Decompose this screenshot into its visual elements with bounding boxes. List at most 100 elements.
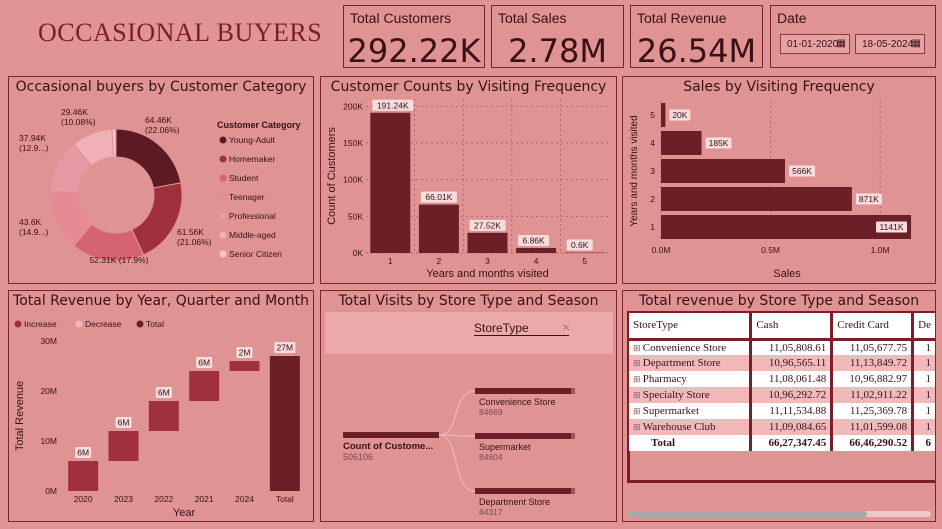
data-label-bg[interactable]: [518, 234, 550, 246]
donut-panel[interactable]: Occasional buyers by Customer Category 6…: [8, 76, 314, 284]
expand-icon[interactable]: ⊞: [633, 358, 643, 368]
cell-storetype: ⊞ Specialty Store: [629, 387, 753, 403]
freq-bar-chart[interactable]: 0K 50K 100K 150K 200K 191.24K 1 66.01K 2 27.52K 3 6…: [321, 77, 618, 285]
y-tick-label: 5: [650, 110, 655, 120]
decomp-header-bar: [325, 312, 613, 354]
bar-2023[interactable]: [108, 431, 139, 461]
revenue-table-panel[interactable]: Total revenue by Store Type and Season S…: [622, 290, 936, 522]
sales-freq-panel[interactable]: Sales by Visiting Frequency 0.0M 0.5M 1.0M…: [622, 76, 936, 284]
table-total-row[interactable]: Total 66,27,347.45 66,46,290.52 6: [629, 435, 935, 451]
data-label-bg[interactable]: [566, 239, 593, 251]
table-row[interactable]: ⊞ Supermarket 11,11,534.88 11,25,369.78 1: [629, 403, 935, 419]
expand-icon[interactable]: ⊞: [633, 422, 643, 432]
y-tick-label: 2: [650, 194, 655, 204]
y-tick-label: 30M: [40, 336, 57, 346]
data-label: 27M: [277, 343, 294, 353]
node-bar[interactable]: [475, 388, 571, 394]
data-label-bg[interactable]: [705, 137, 732, 149]
start-date-input[interactable]: 01-01-2020 ▦: [780, 34, 850, 54]
data-label-bg[interactable]: [274, 342, 296, 353]
bar-2[interactable]: [418, 204, 459, 253]
bar-2021[interactable]: [189, 371, 220, 401]
x-tick-label: 2: [437, 256, 442, 266]
decomp-panel[interactable]: Total Visits by Store Type and Season St…: [320, 290, 617, 522]
table-row[interactable]: ⊞ Pharmacy 11,08,061.48 10,96,882.97 1: [629, 371, 935, 387]
root-bar[interactable]: [343, 432, 439, 438]
storetype-header[interactable]: StoreType: [474, 321, 569, 336]
donut-title: Occasional buyers by Customer Category: [15, 79, 307, 95]
expand-icon[interactable]: ⊞: [633, 374, 643, 384]
cell-storetype: ⊞ Department Store: [629, 355, 753, 371]
table-border: [627, 311, 935, 483]
connector[interactable]: [438, 390, 476, 436]
data-label-bg[interactable]: [372, 99, 414, 111]
bar-2024[interactable]: [229, 361, 260, 371]
cell-debit: 1: [925, 357, 932, 369]
page-title: OCCASIONAL BUYERS: [38, 18, 323, 47]
bar-3[interactable]: [661, 159, 786, 183]
table-row[interactable]: ⊞ Convenience Store 11,05,808.61 11,05,677…: [629, 339, 935, 355]
table-row[interactable]: ⊞ Specialty Store 10,96,292.72 11,02,911.2…: [629, 387, 935, 403]
node-expand[interactable]: [571, 488, 575, 494]
data-label-bg[interactable]: [420, 191, 457, 203]
data-label: 566K: [792, 166, 812, 176]
connector[interactable]: [438, 434, 476, 437]
expand-icon[interactable]: ⊞: [633, 390, 643, 400]
data-label-bg[interactable]: [155, 387, 172, 398]
decomp-tree[interactable]: Count of Custome...506106 Convenience Sto…: [321, 291, 618, 523]
legend-item: Homemaker: [229, 154, 275, 164]
bar-4[interactable]: [516, 247, 557, 253]
bar-5[interactable]: [661, 103, 666, 127]
data-label: 6M: [158, 388, 170, 398]
calendar-icon[interactable]: ▦: [911, 38, 921, 49]
x-tick-label: 0.5M: [761, 245, 780, 255]
data-label-bg[interactable]: [196, 357, 213, 368]
data-label-bg[interactable]: [469, 219, 506, 231]
bar-Total[interactable]: [269, 356, 300, 491]
col-header-storetype[interactable]: StoreType: [629, 313, 753, 341]
node-expand[interactable]: [571, 388, 575, 394]
x-tick-label: 4: [534, 256, 539, 266]
node-bar[interactable]: [475, 433, 571, 439]
node-bar[interactable]: [475, 488, 571, 494]
x-tick-label: 2024: [235, 494, 254, 504]
bar-1[interactable]: [370, 112, 411, 254]
data-label-bg[interactable]: [855, 193, 882, 205]
calendar-icon[interactable]: ▦: [836, 38, 846, 49]
col-header-debit[interactable]: De: [912, 313, 935, 341]
bar-2[interactable]: [661, 187, 852, 211]
data-label-bg[interactable]: [115, 417, 132, 428]
table-row[interactable]: ⊞ Department Store 10,96,565.11 11,13,849.…: [629, 355, 935, 371]
close-icon[interactable]: ×: [562, 319, 571, 335]
bar-2020[interactable]: [68, 461, 99, 491]
waterfall-panel[interactable]: Total Revenue by Year, Quarter and Month…: [8, 290, 314, 522]
donut-slice-senior-citizen[interactable]: [111, 128, 117, 158]
scrollbar-thumb[interactable]: [627, 511, 867, 517]
y-tick-label: 10M: [40, 436, 57, 446]
col-header-credit[interactable]: Credit Card: [831, 313, 915, 341]
node-expand[interactable]: [571, 433, 575, 439]
table-row[interactable]: ⊞ Warehouse Club 11,09,084.65 11,01,599.08…: [629, 419, 935, 435]
end-date-input[interactable]: 18-05-2024 ▦: [855, 34, 925, 54]
waterfall-chart[interactable]: Increase Decrease Total 0M 10M 20M 30M 6M 2020 6M…: [9, 291, 315, 523]
bar-3[interactable]: [467, 232, 508, 253]
data-label-bg[interactable]: [789, 165, 816, 177]
expand-icon[interactable]: ⊞: [633, 342, 643, 353]
donut-hole: [79, 158, 153, 232]
expand-icon[interactable]: ⊞: [633, 406, 643, 416]
data-label-bg[interactable]: [876, 221, 908, 233]
cell-debit: 1: [925, 389, 932, 401]
bar-2022[interactable]: [148, 401, 179, 431]
donut-chart[interactable]: 64.46K(22.06%) 61.56K(21.06%) 52.31K (17.9…: [9, 77, 315, 285]
horizontal-scrollbar[interactable]: [627, 511, 931, 517]
col-header-cash[interactable]: Cash: [750, 313, 834, 341]
x-tick-label: 1.0M: [871, 245, 890, 255]
data-label-bg[interactable]: [236, 347, 253, 358]
connector[interactable]: [438, 434, 476, 492]
data-label-bg[interactable]: [75, 447, 92, 458]
freq-panel[interactable]: Customer Counts by Visiting Frequency 0K…: [320, 76, 617, 284]
bar-1[interactable]: [661, 215, 912, 239]
bar-4[interactable]: [661, 131, 702, 155]
data-label-bg[interactable]: [669, 109, 691, 121]
